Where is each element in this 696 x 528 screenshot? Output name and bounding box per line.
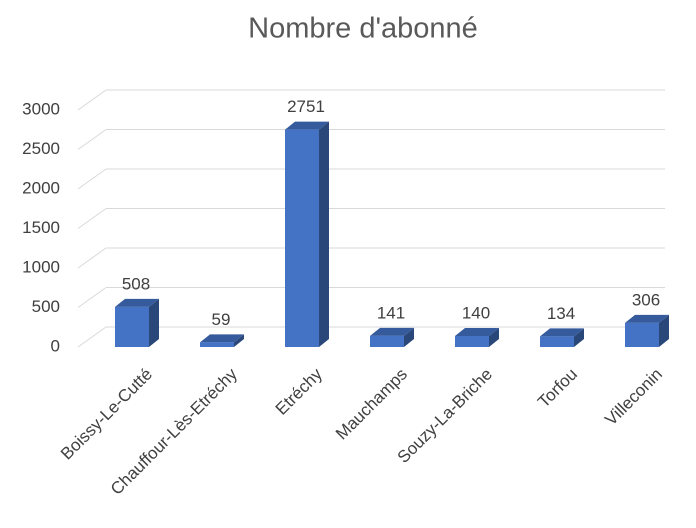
bar-side	[574, 328, 584, 347]
data-label: 59	[212, 310, 231, 329]
data-label: 508	[122, 274, 150, 293]
bar-top	[540, 328, 584, 337]
data-label: 306	[632, 290, 660, 309]
y-tick-label: 2000	[22, 178, 60, 197]
bar-top	[115, 298, 159, 307]
y-tick-label: 0	[51, 336, 60, 355]
grid-line	[77, 208, 107, 229]
bar-front	[625, 322, 659, 347]
data-label: 134	[547, 304, 575, 323]
data-label: 2751	[287, 97, 325, 116]
bar	[370, 327, 414, 347]
bar	[540, 328, 584, 347]
grid-line	[77, 287, 107, 308]
bar	[625, 314, 669, 347]
grid-line	[77, 247, 107, 269]
data-label: 141	[377, 303, 405, 322]
bar-side	[659, 314, 669, 347]
y-tick-label: 1000	[22, 257, 60, 276]
bar-top	[625, 314, 669, 323]
bar-front	[115, 306, 149, 347]
grid-line	[77, 129, 107, 150]
bar-front	[455, 335, 489, 347]
bar-top	[285, 121, 329, 130]
bar	[455, 327, 499, 347]
bar-top	[455, 327, 499, 336]
data-label: 140	[462, 303, 490, 322]
y-tick-label: 2500	[22, 139, 60, 158]
bar	[200, 334, 244, 347]
grid-line	[77, 168, 107, 190]
grid-line	[77, 89, 107, 111]
bar	[285, 121, 329, 348]
y-tick-label: 500	[32, 297, 60, 316]
bar-side	[319, 121, 329, 348]
bar-top	[370, 327, 414, 336]
bar-top	[200, 334, 244, 343]
bar-side	[234, 334, 244, 347]
y-tick-label: 1500	[22, 218, 60, 237]
bar-front	[285, 129, 319, 347]
bar-side	[149, 298, 159, 347]
bar-front	[200, 342, 234, 347]
bar-side	[489, 327, 499, 347]
chart-title: Nombre d'abonné	[248, 13, 478, 45]
bar-front	[370, 335, 404, 347]
bar	[115, 298, 159, 347]
bar-front	[540, 336, 574, 347]
grid-line	[77, 326, 107, 348]
bar-side	[404, 327, 414, 347]
y-tick-label: 3000	[22, 99, 60, 118]
